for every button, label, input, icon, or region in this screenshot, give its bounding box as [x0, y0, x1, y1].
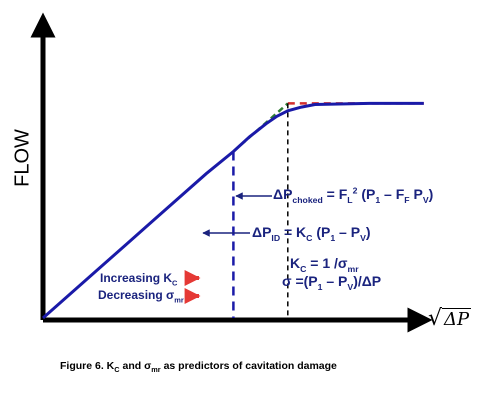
dp-id-annotation: ΔPID = KC (P1 – PV): [252, 225, 371, 239]
figure-caption: Figure 6. KC and σmr as predictors of ca…: [60, 360, 337, 374]
y-axis-label: FLOW: [12, 129, 35, 187]
x-axis-symbol: ΔP: [442, 308, 471, 330]
increasing-kc-label: Increasing KC: [100, 272, 177, 284]
dp-choked-annotation: ΔPchoked = FL2 (P1 – FF PV): [273, 187, 433, 201]
sigma-equation: σ =(P1 – PV)/ΔP: [282, 274, 381, 288]
x-axis-label: √ ΔP: [428, 306, 471, 331]
decreasing-sigma-label: Decreasing σmr: [98, 289, 184, 301]
kc-equation: KC = 1 /σmr: [290, 256, 359, 270]
